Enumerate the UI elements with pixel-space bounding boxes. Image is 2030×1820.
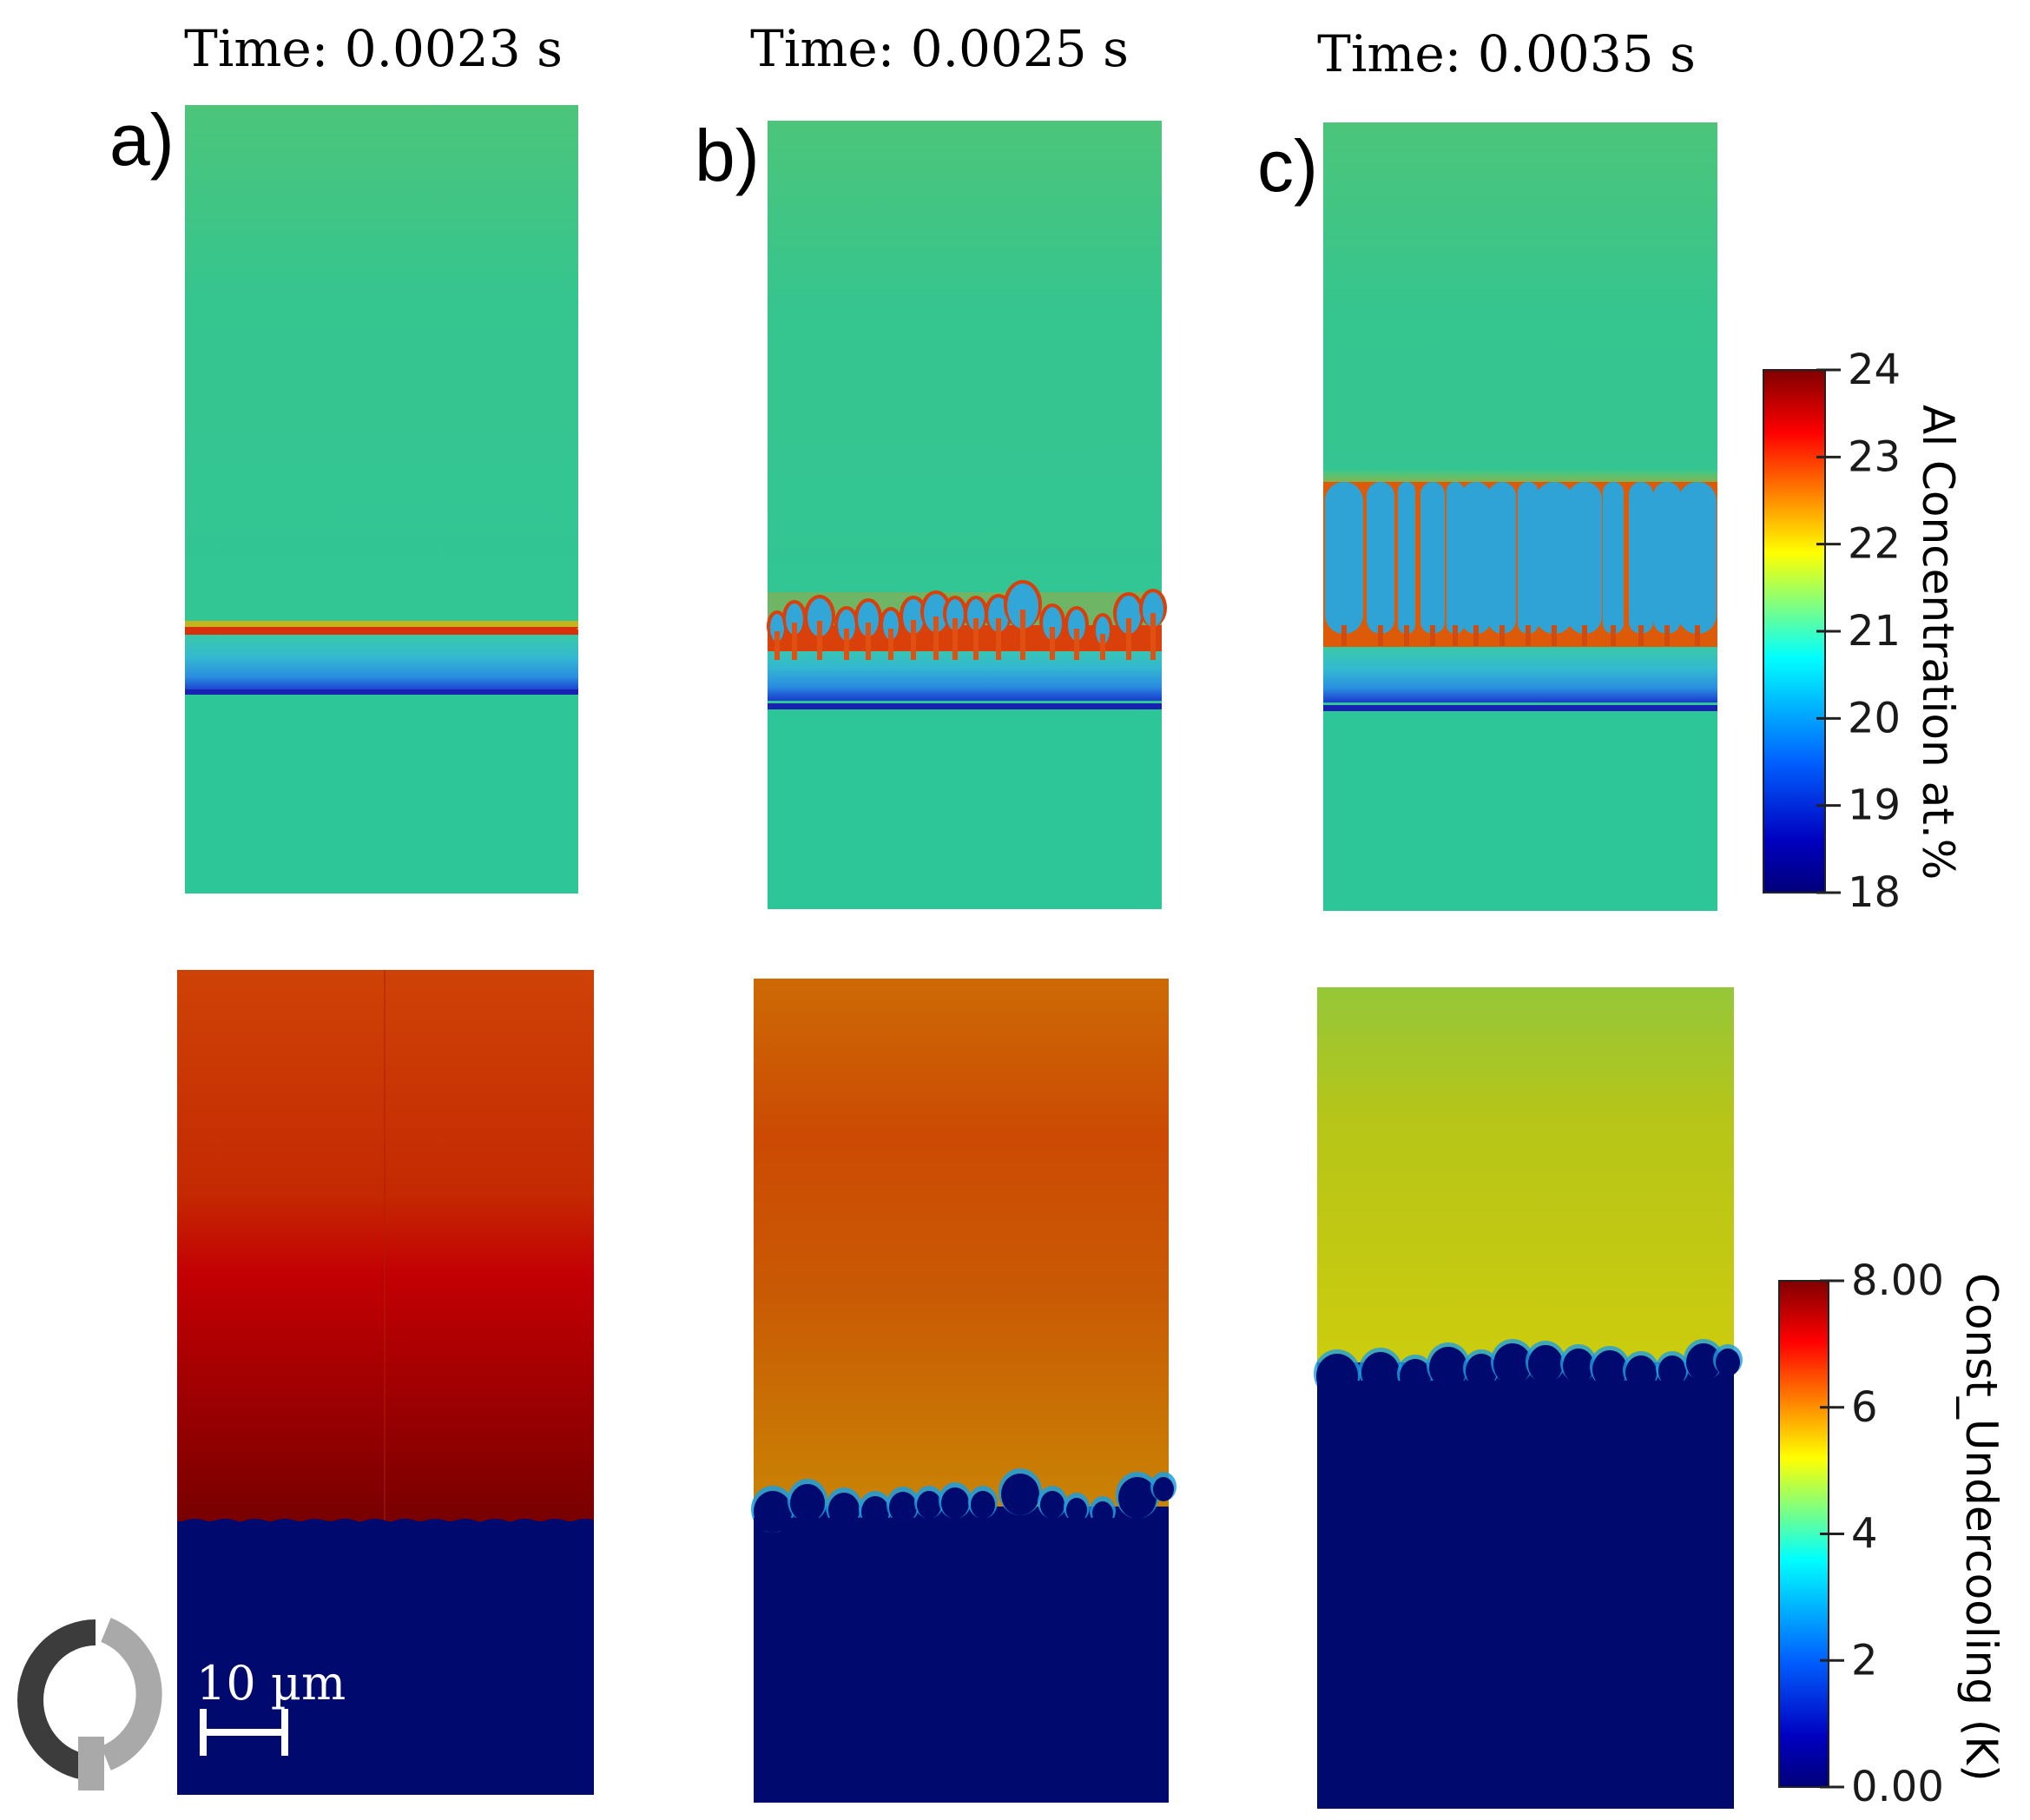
solid-cap: [790, 1484, 825, 1522]
solid-cap: [1686, 1343, 1721, 1381]
panel-label-b: b): [695, 115, 760, 196]
dendrite-tip: [1117, 596, 1141, 634]
colorbar-concentration: 24 23 22 21 20 19 18 Al Concentration at.%: [1763, 346, 1963, 917]
solid-cap: [889, 1492, 917, 1523]
dendrite-column: [1398, 482, 1415, 634]
panel-label-a: a): [109, 99, 175, 181]
dendrite-tip: [1068, 610, 1085, 641]
colorbar-concentration-tick-label: 21: [1848, 607, 1901, 656]
solid-cap: [1493, 1343, 1532, 1385]
colorbar-concentration-tick-label: 18: [1848, 868, 1901, 917]
colorbar-undercooling: 8.00 6 4 2 0.00 Const_Undercooling (K): [1778, 1256, 2007, 1811]
colorbar-concentration-tick-label: 24: [1848, 346, 1901, 394]
dendrite-column: [1653, 482, 1681, 634]
solid-cap: [1716, 1349, 1740, 1376]
dendrite-tip: [1096, 617, 1110, 644]
dendrite-tip: [967, 599, 985, 630]
colorbar-concentration-tick-label: 22: [1848, 520, 1901, 569]
solid-cap: [1066, 1498, 1087, 1522]
dendrite-tip: [883, 610, 899, 640]
solid-cap: [1040, 1491, 1064, 1519]
time-label-b: Time: 0.0025 s: [750, 19, 1129, 78]
colorbar-concentration-tick-label: 19: [1848, 781, 1901, 830]
scale-bar: 10 µm: [196, 1656, 346, 1756]
solid-cap: [1563, 1349, 1594, 1383]
dendrite-tip: [1007, 584, 1038, 629]
dendrite-column: [1535, 482, 1573, 634]
dendrite-tip: [1143, 592, 1163, 627]
dendrite-column: [1567, 482, 1602, 634]
undercooling-panel-b: [751, 979, 1176, 1803]
concentration-panel-c: [1323, 122, 1717, 911]
time-label-a: Time: 0.0023 s: [184, 19, 563, 78]
dendrite-column: [1603, 482, 1624, 634]
dendrite-tip: [770, 614, 784, 642]
dendrite-tip: [786, 603, 803, 635]
dendrite-tip: [858, 602, 879, 636]
concentration-panel-b: [767, 121, 1167, 909]
dendrite-tip: [807, 598, 832, 636]
institute-logo: [17, 1618, 162, 1790]
colorbar-undercooling-tick-label: 8.00: [1851, 1256, 1944, 1305]
colorbar-concentration-tick-label: 23: [1848, 432, 1901, 481]
solid-cap: [1466, 1354, 1497, 1388]
dendrite-tip: [988, 597, 1009, 632]
dendrite-column: [1325, 482, 1363, 634]
solid-cap: [917, 1491, 941, 1519]
dendrite-column: [1518, 482, 1539, 634]
solid-cap: [941, 1487, 969, 1519]
solid-cap: [1001, 1474, 1039, 1515]
time-label-c: Time: 0.0035 s: [1317, 24, 1696, 83]
solid-cap: [1592, 1350, 1627, 1388]
solid-cap: [1429, 1347, 1467, 1388]
colorbar-undercooling-tick-label: 6: [1851, 1383, 1878, 1432]
dendrite-tip: [1043, 607, 1062, 640]
dendrite-tip: [903, 599, 924, 634]
dendrite-tip: [946, 599, 964, 630]
undercooling-panel-c: [1314, 987, 1743, 1809]
dendrite-column: [1460, 482, 1492, 634]
solid-cap: [1118, 1477, 1157, 1519]
dendrite-column: [1367, 482, 1394, 634]
solid-cap: [971, 1491, 995, 1519]
undercooling-panel-a: [177, 970, 594, 1795]
dendrite-column: [1629, 482, 1653, 634]
dendrite-column: [1678, 482, 1717, 634]
scale-bar-label: 10 µm: [196, 1656, 346, 1711]
colorbar-undercooling-tick-label: 2: [1851, 1636, 1878, 1685]
solid-cap: [1528, 1345, 1563, 1383]
solid-cap: [1153, 1477, 1174, 1501]
dendrite-column: [1447, 482, 1464, 634]
solid-cap: [1658, 1355, 1686, 1387]
colorbar-undercooling-tick-label: 4: [1851, 1510, 1878, 1559]
colorbar-concentration-tick-label: 20: [1848, 694, 1901, 742]
dendrite-column: [1488, 482, 1516, 634]
concentration-panel-a: [185, 105, 578, 894]
dendrite-tip: [924, 594, 948, 632]
colorbar-undercooling-tick-label: 0.00: [1851, 1763, 1944, 1811]
colorbar-concentration-title: Al Concentration at.%: [1913, 405, 1963, 880]
colorbar-undercooling-title: Const_Undercooling (K): [1956, 1273, 2007, 1782]
dendrite-column: [1420, 482, 1445, 634]
panel-label-c: c): [1257, 125, 1318, 207]
dendrite-tip: [838, 610, 855, 641]
